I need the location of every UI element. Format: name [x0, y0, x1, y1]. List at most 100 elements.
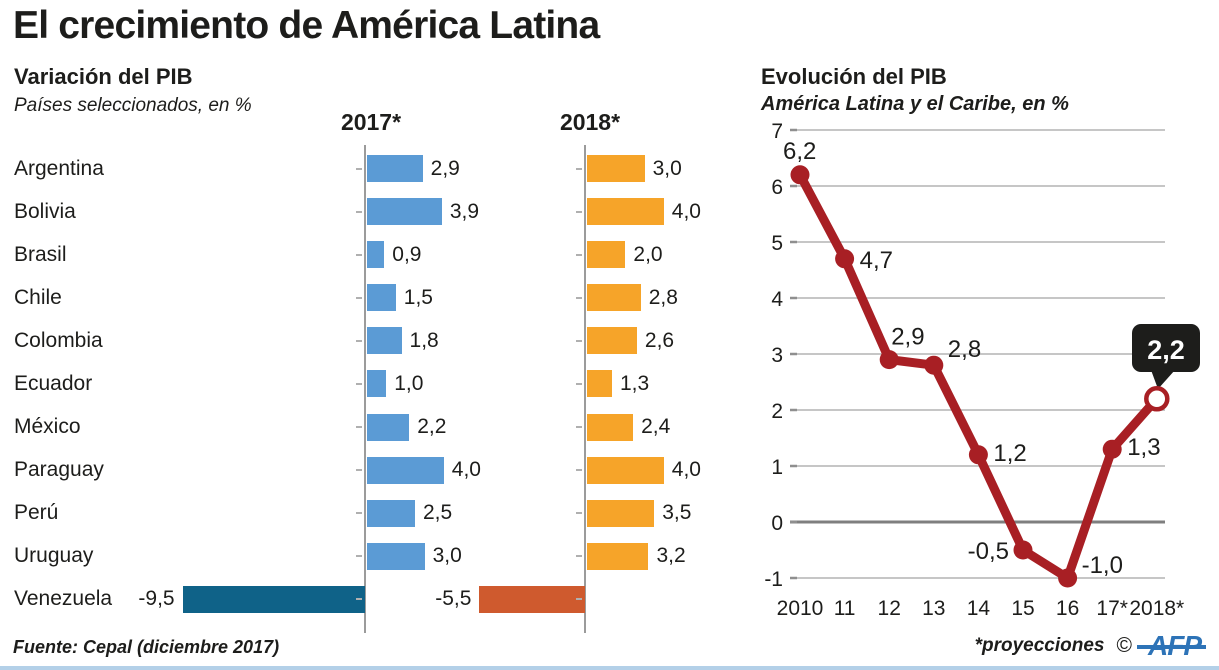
bar-row: Venezuela -9,5 -5,5 [0, 578, 752, 621]
point-label: 1,2 [993, 440, 1026, 467]
bar-2017 [367, 284, 396, 312]
bar-value: 3,2 [656, 544, 686, 568]
bar-value: -5,5 [435, 587, 472, 611]
bar-value: 4,0 [451, 458, 481, 482]
data-point [790, 165, 810, 185]
country-label: Bolivia [14, 199, 76, 223]
bar-2018 [587, 198, 664, 226]
data-point [1058, 568, 1078, 588]
axis-tick [576, 339, 582, 342]
bar-2018 [587, 155, 645, 182]
axis-tick [576, 167, 582, 170]
x-tick-label: 13 [922, 597, 945, 620]
x-tick-label: 14 [967, 597, 991, 620]
bar-row: Bolivia 3,9 4,0 [0, 190, 752, 233]
bar-value: 2,6 [644, 328, 675, 352]
bar-2017 [367, 155, 423, 182]
bar-2017 [367, 413, 410, 441]
data-point [924, 355, 944, 375]
axis-tick [576, 383, 582, 386]
bar-value: 4,0 [671, 458, 701, 482]
y-tick-label: 3 [771, 344, 783, 367]
bar-value: 1,3 [619, 372, 650, 396]
bar-2018 [587, 413, 634, 441]
point-label: 6,2 [783, 138, 816, 165]
x-tick-label: 2018* [1129, 597, 1184, 620]
axis-2017 [364, 145, 366, 633]
axis-tick [356, 339, 362, 342]
data-point [1013, 540, 1033, 560]
bar-value: 2,9 [430, 156, 460, 180]
axis-tick [576, 426, 582, 429]
bar-2018 [587, 370, 612, 398]
country-label: Ecuador [14, 372, 93, 396]
source-note: Fuente: Cepal (diciembre 2017) [13, 637, 280, 657]
page-title: El crecimiento de América Latina [13, 4, 600, 47]
axis-tick [356, 383, 362, 386]
bar-row: Colombia 1,8 2,6 [0, 319, 752, 362]
bar-value: 2,2 [417, 415, 447, 439]
y-tick-label: 6 [771, 176, 783, 199]
projections-note: *proyecciones [974, 635, 1105, 656]
bar-value: 2,8 [648, 285, 678, 309]
axis-tick [576, 296, 582, 299]
country-label: Colombia [14, 328, 103, 352]
axis-tick [356, 253, 362, 256]
country-label: México [14, 415, 81, 439]
data-point [835, 249, 855, 269]
point-label: 4,7 [860, 247, 893, 274]
x-tick-label: 2010 [777, 597, 824, 620]
line-panel-subtitle: América Latina y el Caribe, en % [761, 93, 1069, 115]
axis-tick [576, 210, 582, 213]
x-tick-label: 11 [834, 597, 856, 620]
callout-2018: 2,2 [1132, 324, 1200, 389]
x-tick-label: 12 [878, 597, 901, 620]
axis-tick [356, 598, 362, 601]
y-tick-label: 7 [771, 120, 783, 143]
y-tick-label: 2 [771, 400, 783, 423]
point-label: 2,9 [891, 324, 924, 351]
y-tick-label: 5 [771, 232, 783, 255]
bottom-accent-strip [0, 666, 1219, 670]
point-label: 1,3 [1127, 434, 1160, 461]
bar-2018 [587, 327, 637, 355]
bar-value: 4,0 [671, 199, 701, 223]
bar-2018 [587, 284, 641, 312]
bar-value: 2,0 [633, 242, 663, 266]
bar-row: México 2,2 2,4 [0, 406, 752, 449]
footnote: *proyecciones © AFP [975, 630, 1205, 662]
bar-2017 [367, 241, 385, 269]
point-label: -1,0 [1082, 552, 1123, 579]
bar-2017 [182, 585, 365, 613]
bar-row: Chile 1,5 2,8 [0, 276, 752, 319]
gdp-line [795, 170, 1162, 583]
bar-2017 [367, 499, 415, 527]
data-point [879, 350, 899, 370]
bar-2018 [479, 585, 585, 613]
point-label: 2,8 [948, 336, 981, 363]
country-label: Paraguay [14, 458, 104, 482]
column-header-2017: 2017* [340, 109, 402, 135]
data-point-open [1144, 386, 1170, 412]
x-tick-label: 17* [1096, 597, 1128, 620]
bar-panel-title: Variación del PIB [14, 64, 193, 89]
bar-value: 2,4 [641, 415, 671, 439]
country-label: Venezuela [14, 587, 113, 611]
callout-value: 2,2 [1147, 335, 1185, 365]
line-panel-title: Evolución del PIB [761, 64, 947, 89]
bar-row: Uruguay 3,0 3,2 [0, 535, 752, 578]
axis-tick [576, 512, 582, 515]
bar-2017 [367, 542, 425, 570]
country-label: Argentina [14, 156, 104, 180]
bar-value: 0,9 [392, 242, 422, 266]
bar-value: 3,0 [432, 544, 462, 568]
afp-logo: AFP [1144, 630, 1205, 662]
bar-2017 [367, 456, 444, 484]
bar-2018 [587, 542, 649, 570]
axis-2018 [584, 145, 586, 633]
country-label: Brasil [14, 242, 67, 266]
bar-panel-subtitle: Países seleccionados, en % [14, 95, 252, 116]
axis-tick [356, 555, 362, 558]
bar-value: 1,8 [409, 328, 439, 352]
